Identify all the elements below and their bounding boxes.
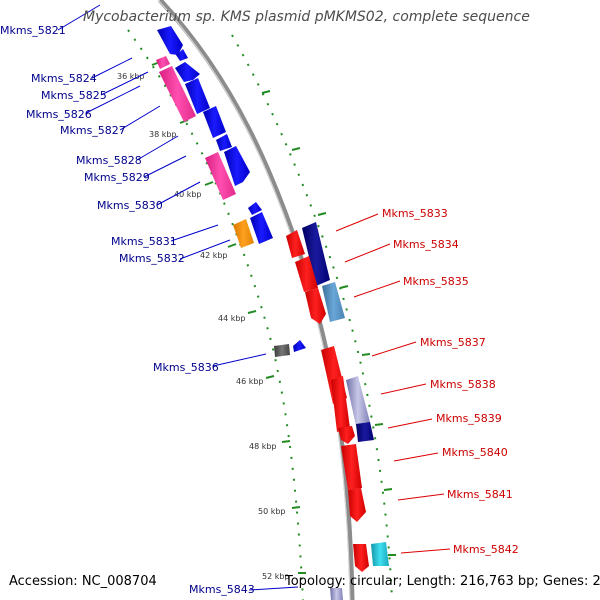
tick-label: 40 kbp xyxy=(174,190,202,199)
gene-label[interactable]: Mkms_5838 xyxy=(430,378,496,391)
gene-mkms-5826[interactable] xyxy=(175,62,200,82)
gene-mkms-5839b[interactable] xyxy=(338,426,355,444)
tick-label: 50 kbp xyxy=(258,507,286,516)
gene-label[interactable]: Mkms_5836 xyxy=(153,361,219,374)
gene-label[interactable]: Mkms_5840 xyxy=(442,446,508,459)
accession-text: Accession: NC_008704 xyxy=(9,574,157,589)
gene-label[interactable]: Mkms_5831 xyxy=(111,235,177,248)
gene-label[interactable]: Mkms_5824 xyxy=(31,72,97,85)
gene-mkms-5824[interactable] xyxy=(176,49,188,61)
gene-label[interactable]: Mkms_5841 xyxy=(447,488,513,501)
gene-label[interactable]: Mkms_5834 xyxy=(393,238,459,251)
gene-label[interactable]: Mkms_5842 xyxy=(453,543,519,556)
forward-genes xyxy=(156,26,343,600)
gene-mkms-5838[interactable] xyxy=(346,376,370,426)
gene-mkms-5838b[interactable] xyxy=(331,376,350,432)
gene-label[interactable]: Mkms_5837 xyxy=(420,336,486,349)
right-gene-labels: Mkms_5833 Mkms_5834 Mkms_5835 Mkms_5837 … xyxy=(382,207,519,556)
gene-mkms-5825[interactable] xyxy=(156,56,170,69)
gene-mkms-5840[interactable] xyxy=(341,444,362,490)
gene-label[interactable]: Mkms_5843 xyxy=(189,583,255,596)
tick-label: 42 kbp xyxy=(200,251,228,260)
gene-mkms-5835b[interactable] xyxy=(322,282,345,322)
reverse-genes xyxy=(286,222,389,572)
gene-mkms-5839[interactable] xyxy=(356,422,374,442)
gene-mkms-5841[interactable] xyxy=(348,488,366,522)
gene-label[interactable]: Mkms_5828 xyxy=(76,154,142,167)
gene-mkms-5835a[interactable] xyxy=(295,256,318,292)
gene-mkms-5836[interactable] xyxy=(293,340,306,352)
tick-label: 44 kbp xyxy=(218,314,246,323)
gene-mkms-5833[interactable] xyxy=(286,230,305,258)
right-leader-lines xyxy=(335,213,451,554)
gene-label[interactable]: Mkms_5829 xyxy=(84,171,150,184)
topology-text: Topology: circular; Length: 216,763 bp; … xyxy=(285,574,600,589)
tick-label: 38 kbp xyxy=(149,130,177,139)
tick-label: 36 kbp xyxy=(117,72,145,81)
gene-mkms-5829b[interactable] xyxy=(224,146,250,186)
gene-mkms-5835[interactable] xyxy=(305,288,326,324)
tick-label: 48 kbp xyxy=(249,442,277,451)
gene-mkms-5829[interactable] xyxy=(216,134,232,151)
tick-marks xyxy=(151,61,396,574)
gene-mkms-5843[interactable] xyxy=(330,588,343,600)
gene-mkms-5827b[interactable] xyxy=(185,78,210,114)
gene-mkms-5832[interactable] xyxy=(233,219,254,248)
gene-mkms-5831b[interactable] xyxy=(250,212,273,244)
tick-label: 52 kbp xyxy=(262,572,290,581)
gene-label[interactable]: Mkms_5833 xyxy=(382,207,448,220)
gene-mkms-5842[interactable] xyxy=(371,542,389,566)
gene-mkms-5828[interactable] xyxy=(203,106,226,138)
map-title: Mycobacterium sp. KMS plasmid pMKMS02, c… xyxy=(83,9,530,25)
gene-label[interactable]: Mkms_5832 xyxy=(119,252,185,265)
gene-mkms-5842a[interactable] xyxy=(353,544,369,572)
gene-label[interactable]: Mkms_5839 xyxy=(436,412,502,425)
gene-label[interactable]: Mkms_5830 xyxy=(97,199,163,212)
gene-mkms-5827[interactable] xyxy=(159,66,196,122)
gene-label[interactable]: Mkms_5827 xyxy=(60,124,126,137)
gene-mkms-5831[interactable] xyxy=(248,202,262,215)
gene-label[interactable]: Mkms_5835 xyxy=(403,275,469,288)
gene-mkms-5836a[interactable] xyxy=(274,344,290,357)
gene-label[interactable]: Mkms_5826 xyxy=(26,108,92,121)
tick-label: 46 kbp xyxy=(236,377,264,386)
left-gene-labels: Mkms_5821 Mkms_5824 Mkms_5825 Mkms_5826 … xyxy=(0,24,255,596)
left-leader-lines xyxy=(57,4,299,591)
gene-label[interactable]: Mkms_5821 xyxy=(0,24,66,37)
gene-mkms-5830[interactable] xyxy=(205,152,236,200)
gene-mkms-5834[interactable] xyxy=(302,222,330,286)
gene-mkms-5821[interactable] xyxy=(157,26,183,55)
gene-label[interactable]: Mkms_5825 xyxy=(41,89,107,102)
